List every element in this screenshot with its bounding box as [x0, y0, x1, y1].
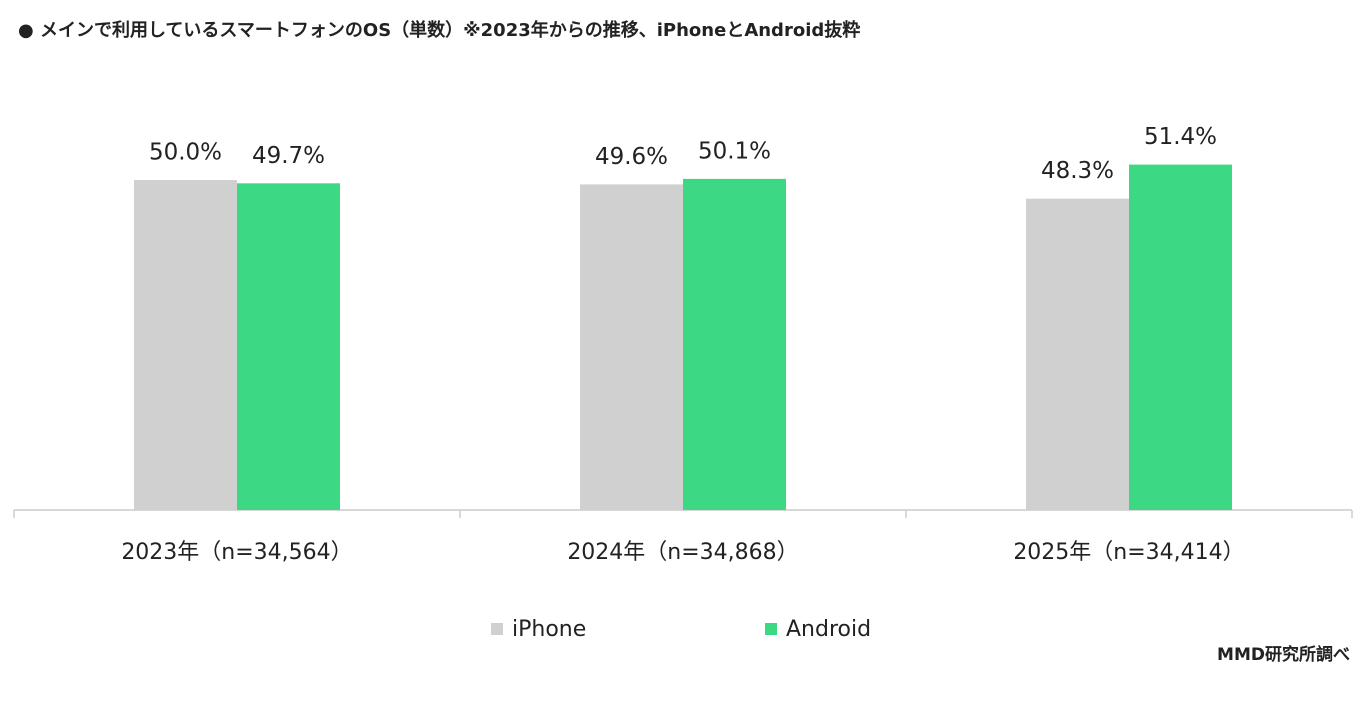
- chart-title: ● メインで利用しているスマートフォンのOS（単数）※2023年からの推移、iP…: [18, 19, 860, 41]
- legend-swatch: [765, 623, 777, 635]
- bar: [580, 184, 683, 510]
- value-label: 51.4%: [1144, 124, 1217, 150]
- x-axis: [13, 509, 1353, 518]
- bar: [237, 183, 340, 511]
- value-label: 49.6%: [595, 144, 668, 170]
- legend-label: Android: [786, 617, 871, 642]
- source: MMD研究所調べ: [1217, 644, 1350, 665]
- bar: [134, 180, 237, 510]
- bar: [1129, 164, 1232, 510]
- legend-label: iPhone: [512, 617, 586, 642]
- value-label: 49.7%: [252, 143, 325, 169]
- value-label: 50.0%: [149, 140, 222, 166]
- value-label: 50.1%: [698, 138, 771, 164]
- legend-swatch: [491, 623, 503, 635]
- bar: [1026, 198, 1129, 510]
- bar: [683, 178, 786, 510]
- x-tick-label: 2025年（n=34,414）: [1013, 540, 1244, 565]
- x-tick-label: 2024年（n=34,868）: [567, 540, 798, 565]
- value-label: 48.3%: [1041, 158, 1114, 184]
- x-tick-label: 2023年（n=34,564）: [121, 540, 352, 565]
